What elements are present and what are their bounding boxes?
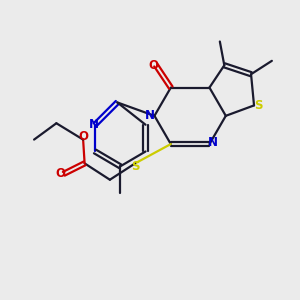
Text: O: O xyxy=(78,130,88,142)
Text: N: N xyxy=(145,109,155,122)
Text: S: S xyxy=(131,160,140,173)
Text: O: O xyxy=(148,59,158,72)
Text: O: O xyxy=(55,167,65,180)
Text: S: S xyxy=(254,99,263,112)
Text: N: N xyxy=(88,118,98,131)
Text: N: N xyxy=(207,136,218,149)
